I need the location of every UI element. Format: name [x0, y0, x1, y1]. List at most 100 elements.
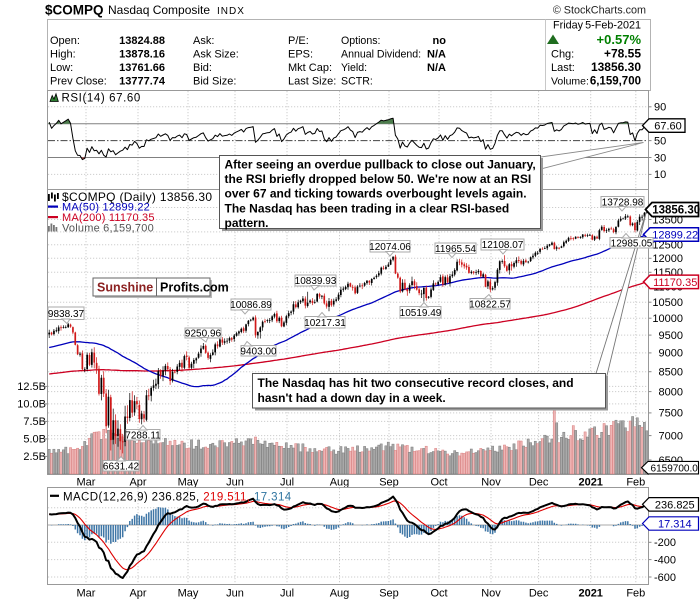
svg-text:over 67 and ticking towards ov: over 67 and ticking towards overbought l… [225, 187, 527, 201]
svg-text:13856.30: 13856.30 [591, 60, 641, 74]
svg-text:Dec: Dec [529, 476, 549, 488]
svg-text:2021: 2021 [578, 476, 602, 488]
svg-text:INDX: INDX [217, 6, 245, 17]
svg-text:236.825: 236.825 [655, 499, 695, 511]
svg-text:Friday: Friday [553, 20, 584, 32]
svg-text:Volume:: Volume: [551, 76, 589, 88]
svg-text:no: no [433, 35, 447, 47]
svg-text:Sep: Sep [379, 587, 399, 599]
svg-text:Sunshine: Sunshine [97, 281, 153, 295]
svg-text:Ask Size:: Ask Size: [193, 49, 239, 61]
svg-text:10086.89: 10086.89 [230, 300, 272, 311]
svg-text:7288.11: 7288.11 [125, 430, 161, 441]
svg-text:30: 30 [654, 152, 666, 164]
svg-text:Nov: Nov [481, 476, 501, 488]
svg-text:Apr: Apr [129, 587, 146, 599]
svg-text:5-Feb-2021: 5-Feb-2021 [585, 20, 641, 32]
svg-text:90: 90 [654, 102, 666, 114]
svg-text:Aug: Aug [330, 476, 350, 488]
svg-text:8500: 8500 [659, 367, 683, 379]
svg-text:Mkt Cap:: Mkt Cap: [288, 62, 332, 74]
svg-text:17.314: 17.314 [658, 519, 692, 531]
svg-text:MA(50) 12899.22: MA(50) 12899.22 [62, 202, 150, 214]
svg-text:6631.42: 6631.42 [103, 461, 140, 472]
svg-text:Last Size:: Last Size: [288, 76, 336, 88]
svg-text:the RSI briefly dropped below: the RSI briefly dropped below 50. We're … [225, 172, 532, 186]
svg-text:Aug: Aug [330, 587, 350, 599]
svg-text:11170.35: 11170.35 [653, 277, 697, 289]
svg-text:The Nasdaq has hit two consecu: The Nasdaq has hit two consecutive recor… [258, 376, 574, 390]
svg-text:Dec: Dec [529, 587, 549, 599]
svg-text:9403.00: 9403.00 [240, 346, 277, 357]
svg-text:13824.88: 13824.88 [119, 35, 165, 47]
svg-text:-400: -400 [654, 554, 676, 566]
svg-text:12899.22: 12899.22 [652, 229, 698, 241]
svg-text:Nasdaq Composite: Nasdaq Composite [108, 3, 210, 17]
svg-text:© StockCharts.com: © StockCharts.com [553, 5, 646, 17]
svg-text:7500: 7500 [659, 408, 683, 420]
svg-text:10500: 10500 [652, 297, 683, 309]
svg-text:N/A: N/A [427, 62, 446, 74]
svg-text:10839.93: 10839.93 [295, 276, 337, 287]
svg-text:6159700.0: 6159700.0 [651, 463, 699, 474]
svg-text:Feb: Feb [626, 587, 645, 599]
svg-text:67.60: 67.60 [654, 121, 682, 133]
svg-text:Prev Close:: Prev Close: [50, 76, 107, 88]
svg-text:RSI(14) 67.60: RSI(14) 67.60 [62, 93, 141, 105]
svg-text:10000: 10000 [652, 313, 683, 325]
svg-text:Yield:: Yield: [341, 62, 367, 74]
svg-text:7000: 7000 [659, 430, 683, 442]
svg-text:6,159,700: 6,159,700 [590, 76, 641, 88]
svg-text:13856.30: 13856.30 [652, 205, 700, 217]
svg-text:13728.98: 13728.98 [602, 197, 644, 208]
svg-text:Ask:: Ask: [193, 35, 214, 47]
svg-text:Annual Dividend:: Annual Dividend: [341, 49, 421, 61]
svg-text:SCTR:: SCTR: [341, 76, 373, 88]
svg-text:$COMPQ (Daily) 13856.30: $COMPQ (Daily) 13856.30 [62, 190, 212, 204]
svg-text:Low:: Low: [50, 62, 73, 74]
svg-text:9838.37: 9838.37 [48, 309, 85, 320]
svg-text:13878.16: 13878.16 [119, 49, 165, 61]
svg-text:After seeing an overdue pullba: After seeing an overdue pullback to clos… [225, 158, 536, 172]
svg-text:Bid Size:: Bid Size: [193, 76, 236, 88]
svg-text:5.0B: 5.0B [23, 434, 46, 446]
svg-text:13777.74: 13777.74 [119, 76, 166, 88]
svg-text:12.5B: 12.5B [17, 381, 46, 393]
svg-text:EPS:: EPS: [288, 49, 313, 61]
svg-text:Mar: Mar [77, 476, 96, 488]
svg-text:Profits.com: Profits.com [160, 281, 229, 295]
svg-text:Oct: Oct [430, 587, 447, 599]
svg-text:Jun: Jun [226, 476, 244, 488]
svg-text:Sep: Sep [379, 476, 399, 488]
svg-text:9250.96: 9250.96 [185, 329, 222, 340]
svg-text:Chg:: Chg: [551, 48, 574, 60]
svg-text:-200: -200 [654, 537, 676, 549]
svg-text:May: May [178, 587, 199, 599]
svg-text:Open:: Open: [50, 35, 80, 47]
svg-text:Feb: Feb [626, 476, 645, 488]
svg-text:-600: -600 [654, 572, 676, 584]
svg-text:12500: 12500 [652, 240, 683, 252]
svg-text:Bid:: Bid: [193, 62, 212, 74]
svg-text:Options:: Options: [341, 35, 380, 47]
svg-text:Jul: Jul [280, 476, 294, 488]
svg-text:Jul: Jul [280, 587, 294, 599]
svg-text:Jun: Jun [226, 587, 244, 599]
svg-text:7.5B: 7.5B [23, 416, 46, 428]
svg-text:50: 50 [654, 135, 666, 147]
svg-text:Last:: Last: [551, 62, 575, 74]
svg-text:MACD(12,26,9) 236.825, 219.511: MACD(12,26,9) 236.825, 219.511, 17.314 [63, 492, 292, 504]
svg-text:2.5B: 2.5B [23, 451, 46, 463]
svg-text:8000: 8000 [659, 386, 683, 398]
svg-text:Nov: Nov [481, 587, 501, 599]
svg-text:Volume 6,159,700: Volume 6,159,700 [62, 222, 154, 234]
svg-text:N/A: N/A [427, 49, 446, 61]
svg-text:2021: 2021 [578, 587, 602, 599]
svg-text:10217.31: 10217.31 [304, 318, 346, 329]
svg-text:P/E:: P/E: [288, 35, 309, 47]
svg-text:9000: 9000 [659, 348, 683, 360]
svg-text:10.0B: 10.0B [17, 399, 46, 411]
svg-text:MA(200) 11170.35: MA(200) 11170.35 [62, 212, 155, 224]
svg-text:hasn't had a down day in a wee: hasn't had a down day in a week. [258, 391, 446, 405]
svg-text:pattern.: pattern. [225, 216, 269, 230]
